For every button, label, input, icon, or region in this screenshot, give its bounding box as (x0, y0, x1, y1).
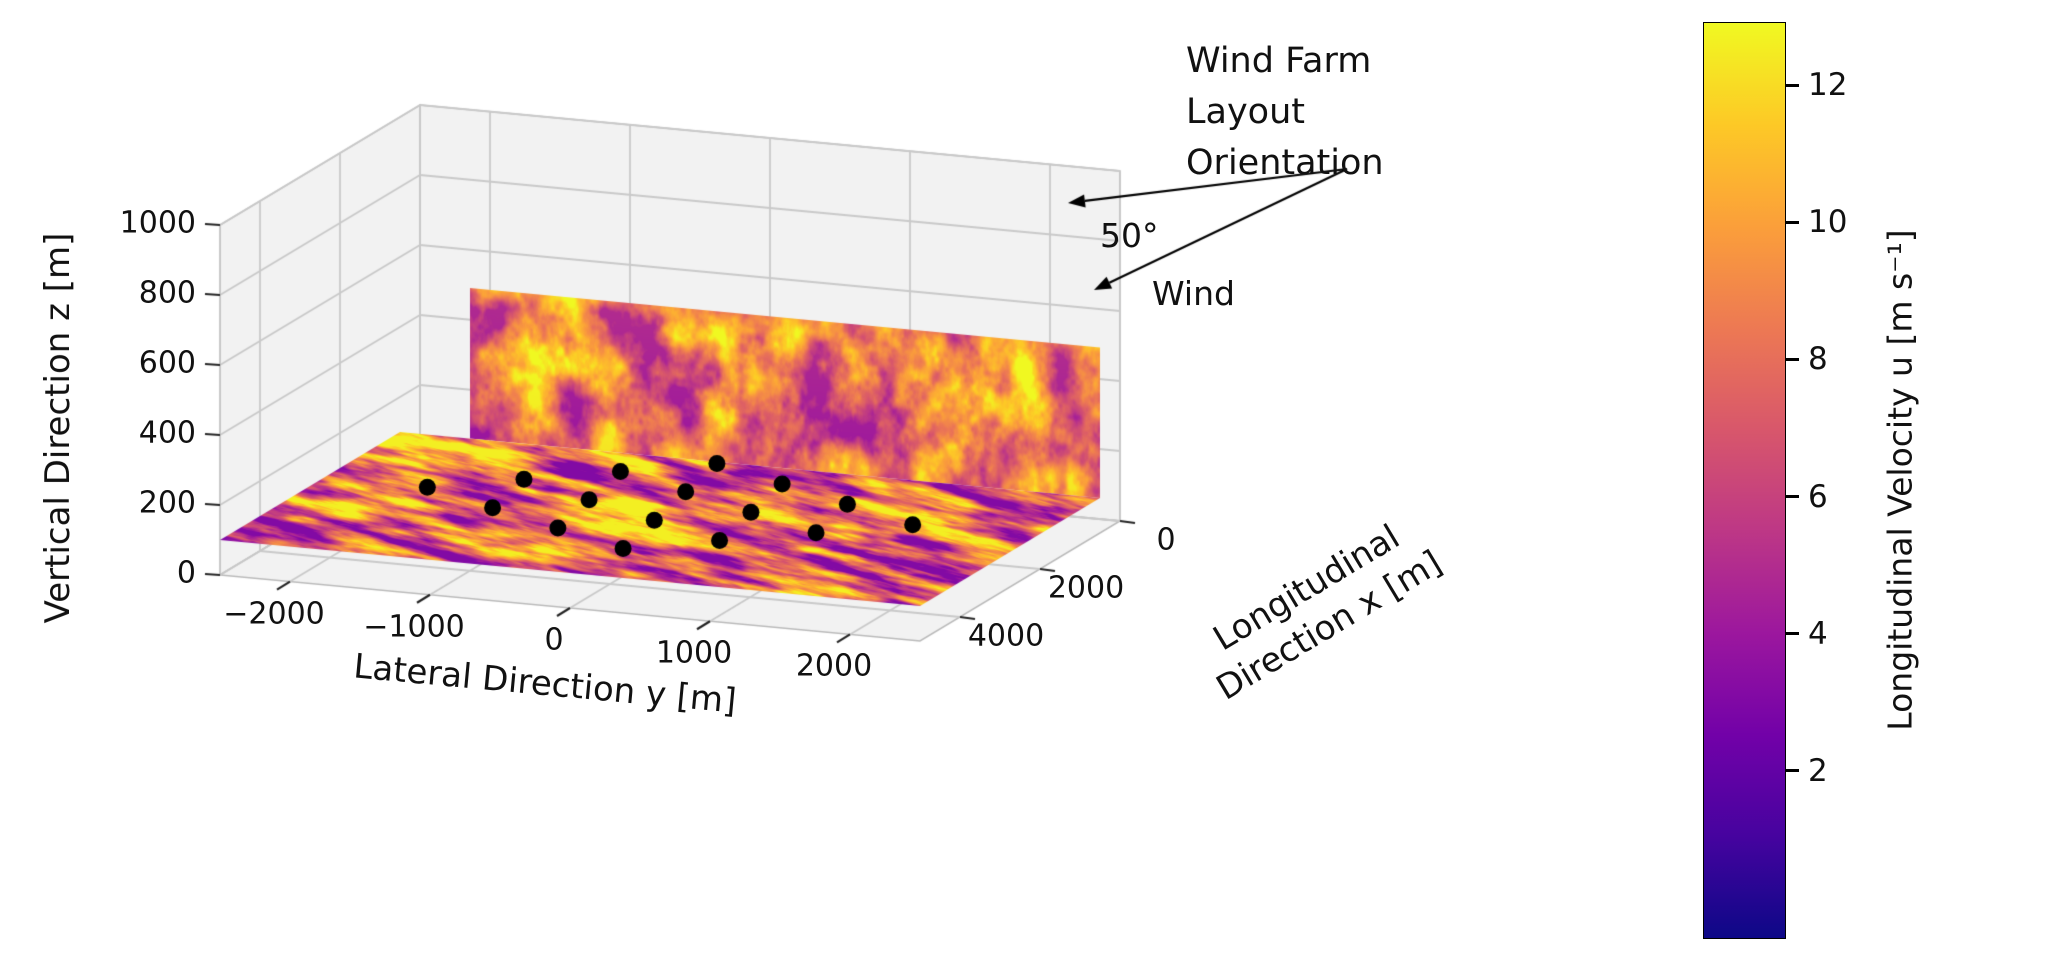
z-axis-tick-label: 0 (176, 555, 196, 591)
z-axis-tick-label: 600 (138, 345, 196, 381)
colorbar-tick-mark (1786, 83, 1799, 87)
colorbar-tick-label: 6 (1808, 478, 1828, 515)
z-axis-tick-label: 400 (138, 415, 196, 451)
x-axis-tick-label: 2000 (1047, 570, 1125, 606)
y-axis-tick-label: 0 (544, 622, 564, 658)
colorbar-tick-label: 2 (1808, 752, 1828, 789)
wind-annotation: Wind (1152, 274, 1235, 313)
colorbar-gradient (1704, 23, 1785, 938)
y-axis-tick-label: 1000 (655, 635, 733, 671)
x-axis-tick-label: 0 (1156, 522, 1176, 558)
colorbar-tick-mark (1786, 357, 1799, 361)
wind-angle-annotation: 50° (1100, 216, 1159, 255)
y-axis-tick-label: −2000 (223, 596, 325, 632)
colorbar (1703, 22, 1786, 939)
y-axis-tick-label: 2000 (795, 648, 873, 684)
colorbar-tick-mark (1786, 769, 1799, 773)
colorbar-tick-mark (1786, 220, 1799, 224)
colorbar-tick-mark (1786, 495, 1799, 499)
wind-farm-orientation-annotation: Wind Farm Layout Orientation (1186, 41, 1384, 183)
colorbar-tick-label: 10 (1808, 204, 1848, 241)
colorbar-label: Longitudinal Velocity u [m s⁻¹] (1880, 229, 1920, 731)
z-axis-title: Vertical Direction z [m] (38, 232, 78, 624)
z-axis-tick-label: 800 (138, 275, 196, 311)
x-axis-tick-label: 4000 (967, 618, 1045, 654)
colorbar-tick-label: 4 (1808, 615, 1828, 652)
colorbar-tick-label: 8 (1808, 341, 1828, 378)
y-axis-tick-label: −1000 (363, 609, 465, 645)
colorbar-tick-label: 12 (1808, 67, 1848, 104)
z-axis-tick-label: 200 (138, 485, 196, 521)
z-axis-tick-label: 1000 (119, 205, 196, 241)
colorbar-tick-mark (1786, 632, 1799, 636)
